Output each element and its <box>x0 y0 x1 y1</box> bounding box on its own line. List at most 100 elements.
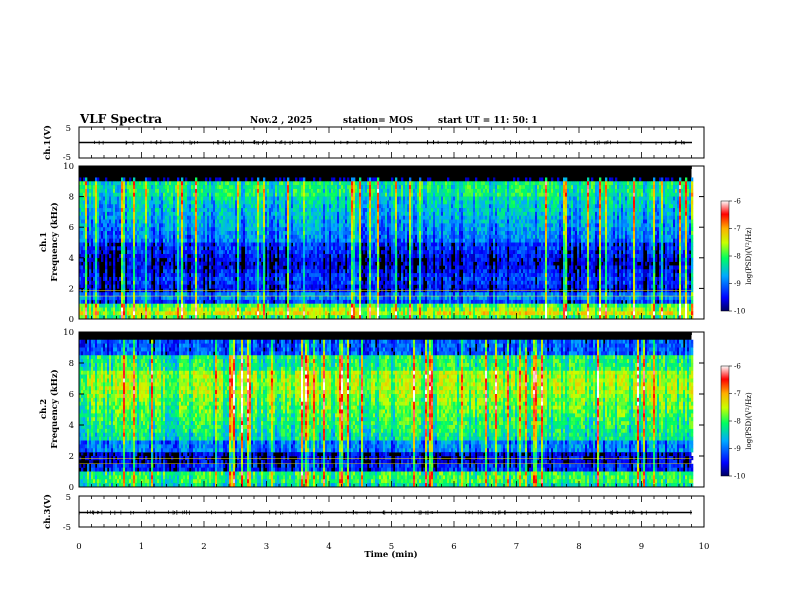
spectrogram-cell <box>321 211 324 217</box>
spectrogram-cell <box>213 315 216 320</box>
spectrogram-cell <box>327 227 330 232</box>
spectrogram-cell <box>259 265 262 270</box>
spectrogram-cell <box>95 211 98 217</box>
spectrogram-cell <box>195 265 198 270</box>
spectrogram-cell <box>321 215 324 220</box>
spectrogram-cell <box>207 315 210 320</box>
spectrogram-cell <box>255 311 258 316</box>
spectrogram-cell <box>215 311 218 316</box>
spectrogram-cell <box>141 238 144 243</box>
spectrogram-cell <box>315 284 318 289</box>
spectrogram-cell <box>209 223 212 228</box>
spectrogram-cell <box>127 192 130 197</box>
spectrogram-cell <box>143 196 146 201</box>
spectrogram-cell <box>333 177 336 182</box>
spectrogram-cell <box>103 215 106 220</box>
spectrogram-cell <box>103 181 106 186</box>
spectrogram-cell <box>287 292 290 297</box>
spectrogram-cell <box>109 276 112 282</box>
spectrogram-cell <box>229 284 232 289</box>
spectrogram-cell <box>207 196 210 201</box>
spectrogram-cell <box>177 215 180 220</box>
spectrogram-cell <box>265 238 268 243</box>
spectrogram-cell <box>133 231 136 236</box>
spectrogram-cell <box>109 280 112 285</box>
spectrogram-cell <box>245 250 248 255</box>
spectrogram-cell <box>197 307 200 312</box>
spectrogram-cell <box>227 315 230 320</box>
spectrogram-cell <box>235 211 238 217</box>
spectrogram-cell <box>345 315 348 320</box>
spectrogram-cell <box>219 227 222 232</box>
spectrogram-cell <box>221 269 224 274</box>
spectrogram-cell <box>215 181 218 186</box>
spectrogram-cell <box>297 269 300 274</box>
spectrogram-cell <box>327 299 330 305</box>
spectrogram-cell <box>89 269 92 274</box>
spectrogram-cell <box>169 211 172 217</box>
spectrogram-cell <box>229 238 232 243</box>
spectrogram-cell <box>199 200 202 205</box>
spectrogram-cell <box>113 208 116 213</box>
spectrogram-cell <box>257 192 260 197</box>
spectrogram-cell <box>193 315 196 320</box>
spectrogram-cell <box>277 185 280 190</box>
spectrogram-cell <box>335 219 338 224</box>
spectrogram-cell <box>83 196 86 201</box>
spectrogram-cell <box>231 185 234 190</box>
spectrogram-cell <box>355 265 358 270</box>
spectrogram-cell <box>205 234 208 239</box>
spectrogram-cell <box>263 208 266 213</box>
spectrogram-cell <box>145 253 148 259</box>
spectrogram-cell <box>101 181 104 186</box>
spectrogram-cell <box>99 284 102 289</box>
spectrogram-cell <box>87 303 90 308</box>
spectrogram-cell <box>181 280 184 285</box>
spectrogram-cell <box>311 269 314 274</box>
spectrogram-cell <box>185 208 188 213</box>
spectrogram-cell <box>281 261 284 266</box>
spectrogram-cell <box>361 185 364 190</box>
spectrogram-cell <box>231 265 234 270</box>
spectrogram-cell <box>227 303 230 308</box>
spectrogram-cell <box>331 177 334 182</box>
spectrogram-cell <box>157 238 160 243</box>
spectrogram-cell <box>209 234 212 239</box>
spectrogram-cell <box>333 188 336 194</box>
spectrogram-cell <box>325 215 328 220</box>
spectrogram-cell <box>213 311 216 316</box>
spectrogram-cell <box>229 185 232 190</box>
spectrogram-cell <box>285 204 288 209</box>
spectrogram-cell <box>237 265 240 270</box>
spectrogram-cell <box>79 273 82 278</box>
spectrogram-cell <box>93 276 96 282</box>
spectrogram-cell <box>167 219 170 224</box>
spectrogram-cell <box>257 284 260 289</box>
spectrogram-cell <box>197 296 200 301</box>
spectrogram-cell <box>153 200 156 205</box>
spectrogram-cell <box>191 234 194 239</box>
spectrogram-cell <box>173 192 176 197</box>
spectrogram-cell <box>93 253 96 259</box>
spectrogram-cell <box>349 280 352 285</box>
spectrogram-cell <box>175 315 178 320</box>
spectrogram-cell <box>235 238 238 243</box>
spectrogram-cell <box>139 234 142 239</box>
spectrogram-cell <box>185 261 188 266</box>
spectrogram-cell <box>223 296 226 301</box>
spectrogram-cell <box>283 211 286 217</box>
spectrogram-cell <box>247 200 250 205</box>
spectrogram-cell <box>205 315 208 320</box>
spectrogram-cell <box>137 250 140 255</box>
spectrogram-cell <box>179 181 182 186</box>
spectrogram-cell <box>281 192 284 197</box>
spectrogram-cell <box>165 231 168 236</box>
spectrogram-cell <box>105 276 108 282</box>
spectrogram-cell <box>151 238 154 243</box>
spectrogram-cell <box>331 181 334 186</box>
spectrogram-cell <box>163 253 166 259</box>
spectrogram-cell <box>275 196 278 201</box>
spectrogram-cell <box>283 208 286 213</box>
spectrogram-cell <box>187 292 190 297</box>
spectrogram-cell <box>305 296 308 301</box>
